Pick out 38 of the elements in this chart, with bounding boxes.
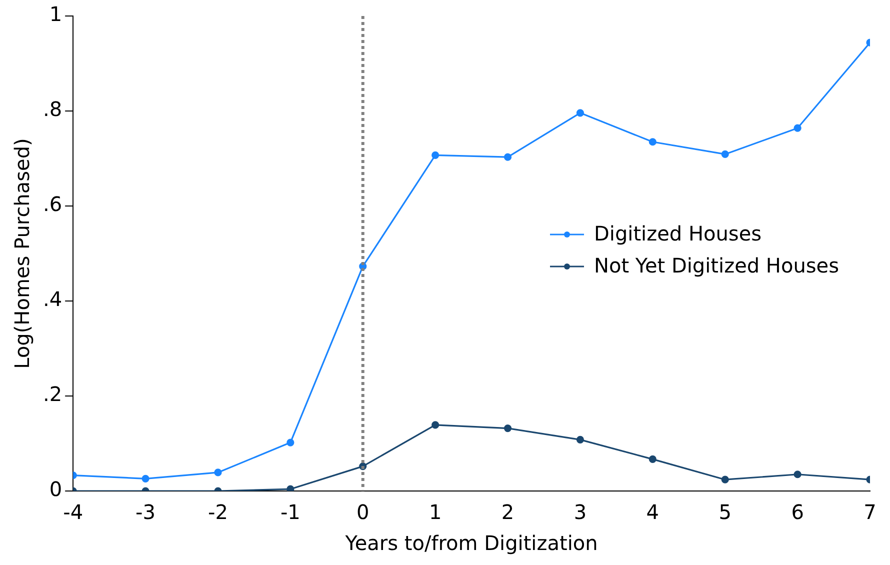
point — [794, 470, 802, 478]
point — [576, 109, 584, 117]
y-tick-label: 1 — [49, 2, 62, 26]
point — [286, 485, 294, 491]
x-tick-label: 6 — [791, 500, 804, 524]
x-tick-label: -2 — [208, 500, 228, 524]
point — [576, 436, 584, 444]
x-tick-label: 3 — [574, 500, 587, 524]
y-tick-label: .2 — [42, 382, 62, 406]
x-tick-label: 2 — [501, 500, 514, 524]
point — [721, 476, 729, 484]
point — [142, 474, 150, 482]
x-tick-label: 0 — [356, 500, 370, 524]
legend-label: Digitized Houses — [594, 222, 762, 246]
y-axis-title: Log(Homes Purchased) — [10, 138, 34, 369]
x-tick-label: -1 — [280, 500, 300, 524]
x-axis-title: Years to/from Digitization — [344, 531, 598, 556]
point — [648, 455, 656, 463]
point — [721, 150, 729, 158]
y-tick-label: .8 — [42, 97, 62, 122]
point — [648, 138, 656, 146]
y-tick-label: .6 — [42, 192, 62, 216]
x-tick-label: -4 — [63, 500, 84, 524]
y-tick-label: .4 — [42, 287, 62, 312]
point — [214, 468, 222, 476]
point — [432, 151, 440, 159]
point — [504, 153, 512, 161]
point — [286, 438, 294, 446]
y-tick-label: 0 — [49, 477, 62, 502]
x-tick-label: 5 — [718, 500, 732, 524]
x-tick-label: -3 — [136, 500, 156, 524]
point — [504, 424, 512, 432]
x-tick-label: 1 — [428, 500, 442, 524]
x-tick-label: 7 — [864, 500, 876, 524]
point — [432, 421, 440, 429]
legend-label: Not Yet Digitized Houses — [594, 254, 840, 278]
x-tick-label: 4 — [646, 500, 660, 524]
point — [794, 124, 802, 132]
